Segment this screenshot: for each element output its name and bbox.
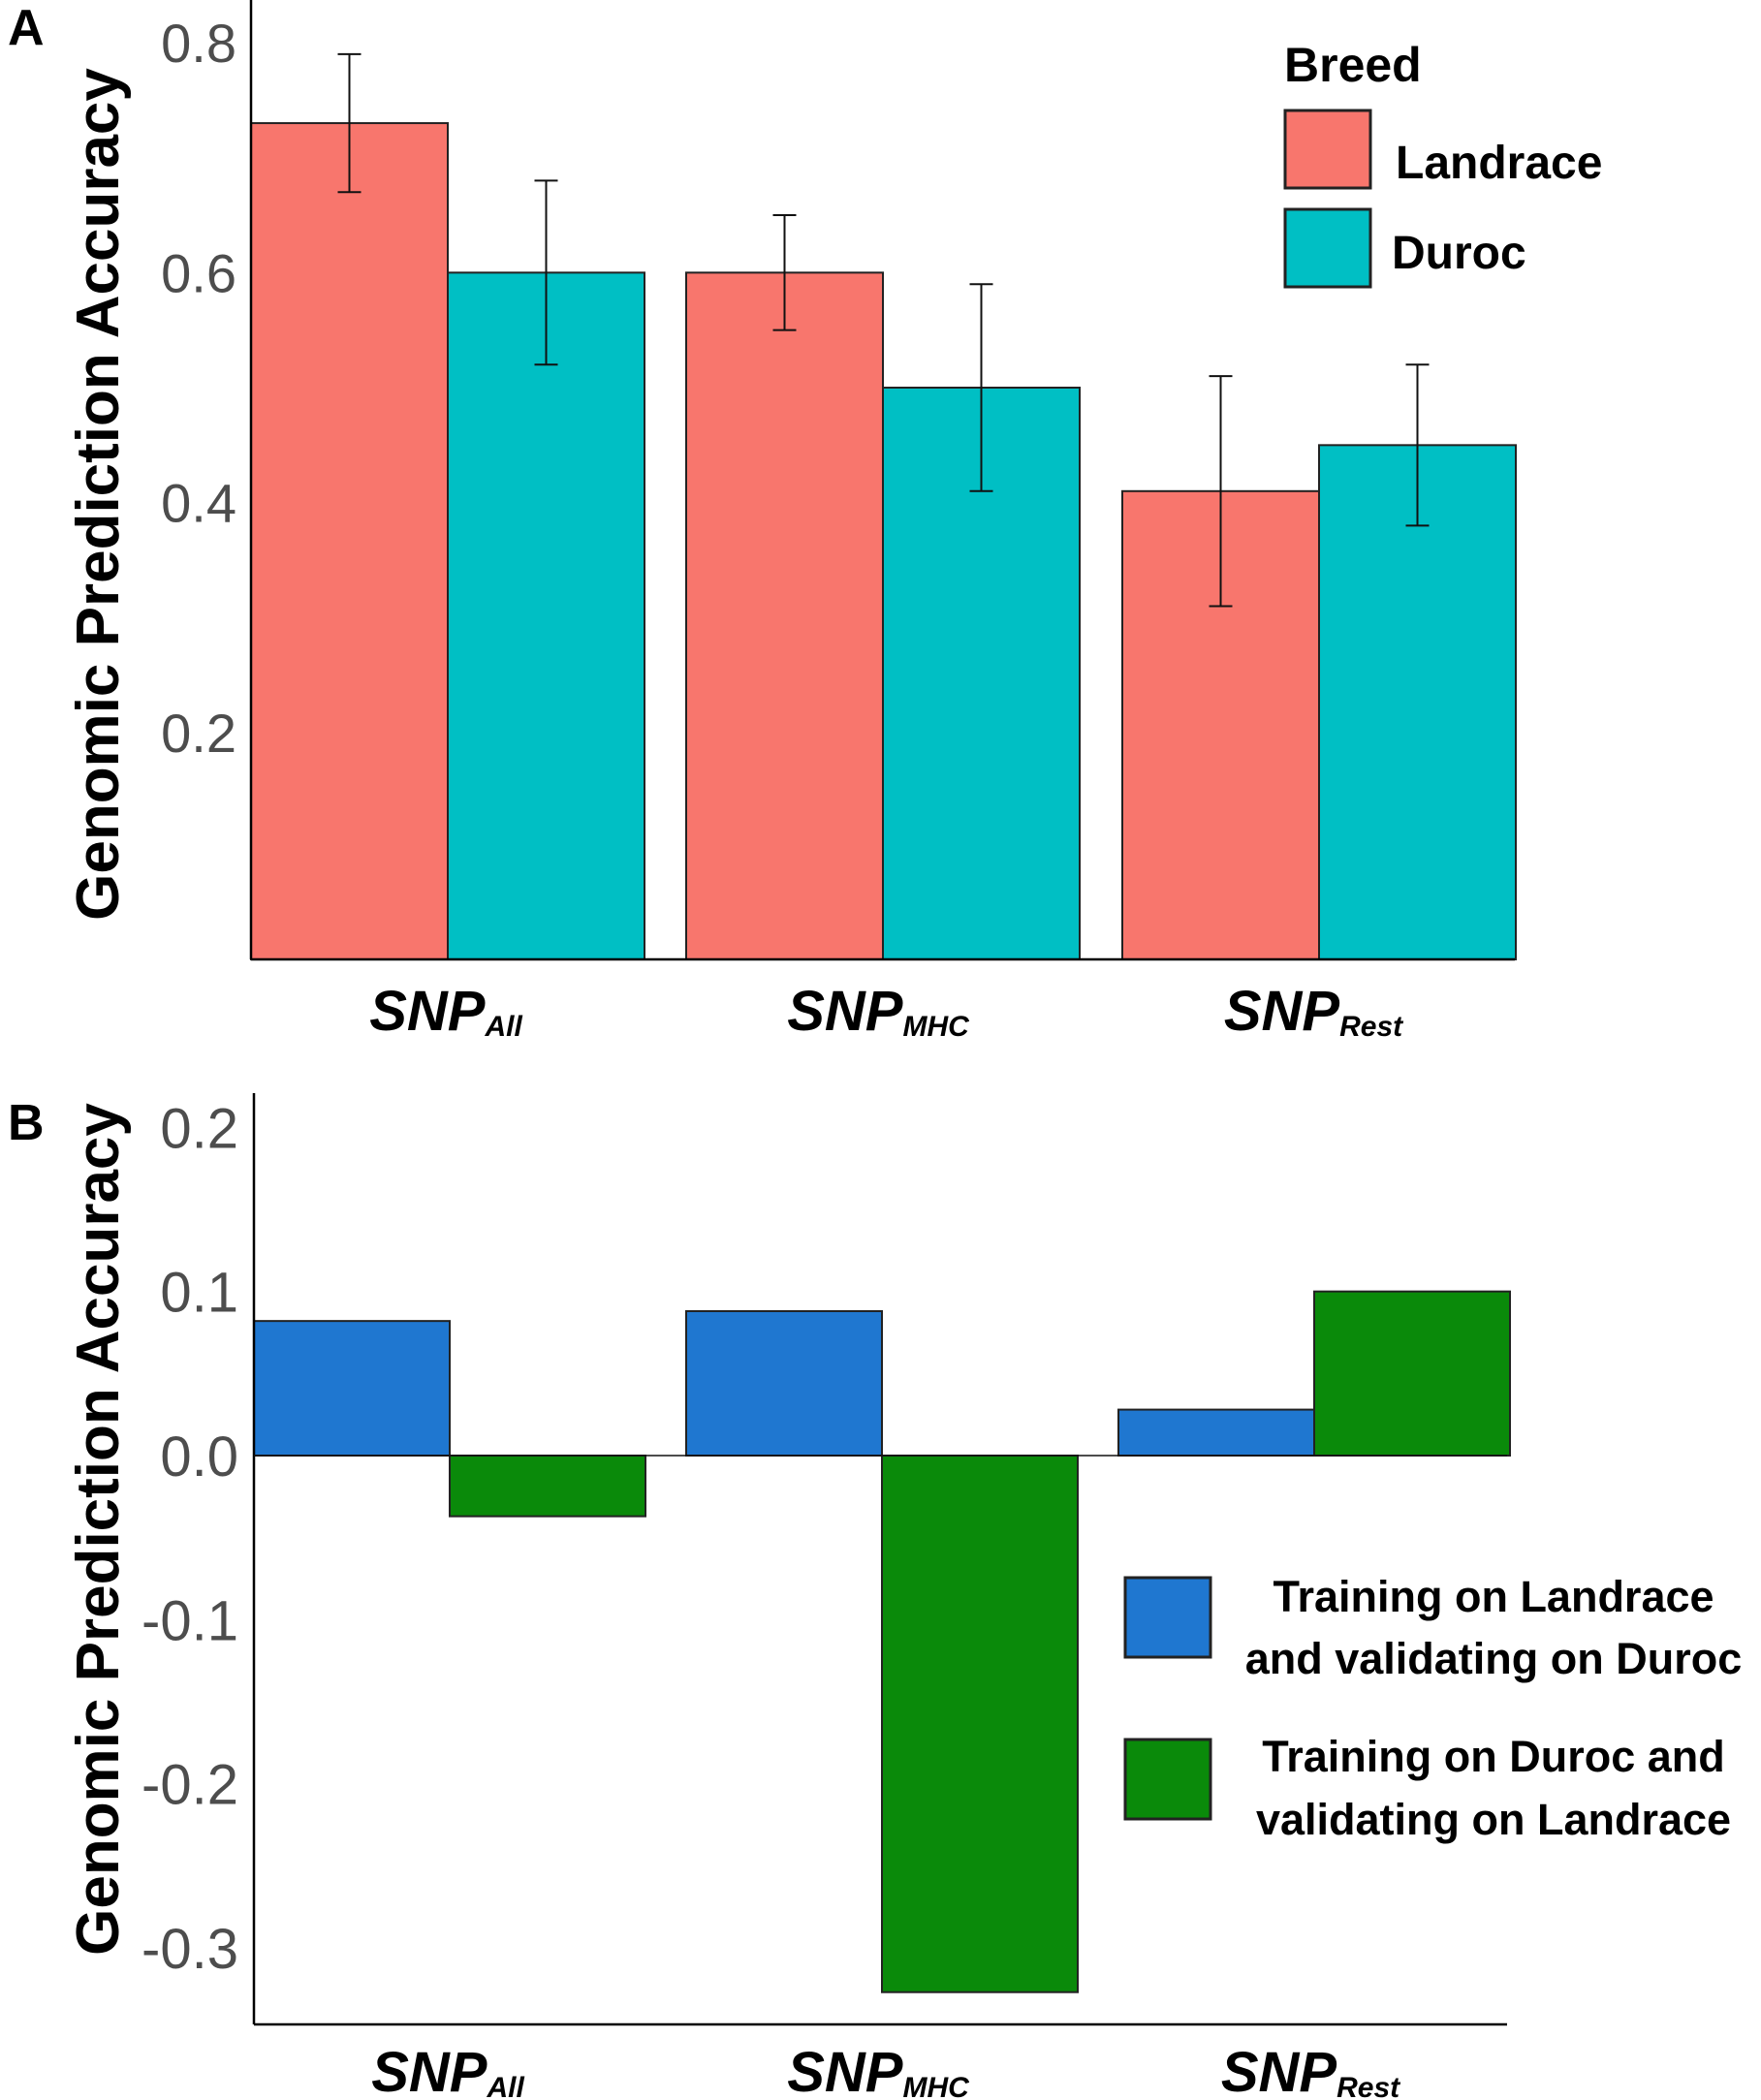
panel-a-error-bar <box>337 52 362 194</box>
panel-b-y-tick-label: 0.0 <box>160 1426 238 1489</box>
x-tick-subscript: All <box>486 2072 524 2100</box>
panel-b-bar-blue <box>1117 1408 1315 1457</box>
x-tick-subscript: MHC <box>902 1011 970 1043</box>
panel-b-bar-blue <box>685 1309 883 1457</box>
panel-b-bar-green <box>1313 1290 1511 1457</box>
panel-a-y-tick-label: 0.4 <box>161 473 236 534</box>
x-tick-subscript: MHC <box>902 2072 970 2100</box>
legend-swatch-blue <box>1123 1576 1212 1659</box>
legend-label-line: validating on Landrace <box>1256 1795 1731 1844</box>
panel-b-x-tick-label: SNPMHC <box>787 2041 970 2100</box>
legend-label-line: Training on Landrace <box>1273 1572 1714 1621</box>
legend-label-line: and validating on Duroc <box>1245 1634 1743 1683</box>
legend-swatch-landrace <box>1283 109 1372 190</box>
x-tick-subscript: All <box>484 1011 522 1043</box>
panel-a-legend: Breed Landrace Duroc <box>1283 38 1602 289</box>
x-tick-main: SNP <box>787 980 903 1043</box>
x-tick-subscript: Rest <box>1336 2072 1401 2100</box>
panel-a-chart: A Genomic Prediction Accuracy 0.2 0.4 0.6 0… <box>8 0 1602 1043</box>
panel-a-bar-landrace <box>250 122 449 961</box>
panel-b-legend: Training on Landrace and validating on Du… <box>1123 1572 1743 1844</box>
panel-a-y-tick-label: 0.8 <box>161 13 236 74</box>
panel-a-error-bar <box>772 214 797 331</box>
panel-b-bar-green <box>449 1455 646 1518</box>
panel-a-error-bar <box>534 179 558 366</box>
legend-label-duroc: Duroc <box>1392 228 1526 279</box>
x-tick-subscript: Rest <box>1339 1011 1404 1043</box>
panel-a-y-tick-label: 0.2 <box>161 703 236 764</box>
panel-a-y-axis-label: Genomic Prediction Accuracy <box>65 68 132 921</box>
panel-b-y-tick-label: -0.1 <box>142 1589 238 1652</box>
panel-b-x-tick-label: SNPRest <box>1221 2041 1401 2100</box>
legend-title: Breed <box>1284 38 1422 92</box>
panel-b-y-tick-label: 0.2 <box>160 1097 238 1160</box>
panel-a-x-tick-label: SNPRest <box>1224 980 1404 1043</box>
legend-swatch-green <box>1123 1738 1212 1821</box>
panel-a-x-tick-label: SNPAll <box>369 980 522 1043</box>
panel-a-bar-landrace <box>685 271 884 961</box>
x-tick-main: SNP <box>787 2041 903 2100</box>
panel-b-y-axis-label: Genomic Prediction Accuracy <box>65 1103 132 1956</box>
panel-b-y-tick-label: -0.3 <box>142 1918 238 1981</box>
x-tick-main: SNP <box>371 2041 487 2100</box>
panel-a-error-bar <box>1209 375 1233 608</box>
panel-b-chart: B Genomic Prediction Accuracy 0.2 0.1 0.0 -… <box>8 1093 1742 2100</box>
panel-a-y-tick-label: 0.6 <box>161 242 236 303</box>
panel-a-x-tick-label: SNPMHC <box>787 980 970 1043</box>
panel-b-y-tick-label: -0.2 <box>142 1754 238 1817</box>
panel-b-bar-blue <box>253 1320 451 1457</box>
panel-b-label: B <box>8 1095 45 1151</box>
legend-label-line: Training on Duroc and <box>1262 1732 1725 1781</box>
panel-b-bar-green <box>881 1455 1079 1993</box>
panel-a-error-bar <box>1405 363 1430 527</box>
legend-label-landrace: Landrace <box>1396 138 1602 189</box>
panel-a-bar-duroc <box>447 271 645 961</box>
panel-b-y-tick-label: 0.1 <box>160 1262 238 1325</box>
legend-swatch-duroc <box>1283 207 1372 289</box>
x-tick-main: SNP <box>1221 2041 1337 2100</box>
x-tick-main: SNP <box>369 980 486 1043</box>
x-tick-main: SNP <box>1224 980 1340 1043</box>
panel-b-x-tick-label: SNPAll <box>371 2041 524 2100</box>
panel-a-label: A <box>8 0 45 56</box>
panel-a-error-bar <box>969 283 993 492</box>
